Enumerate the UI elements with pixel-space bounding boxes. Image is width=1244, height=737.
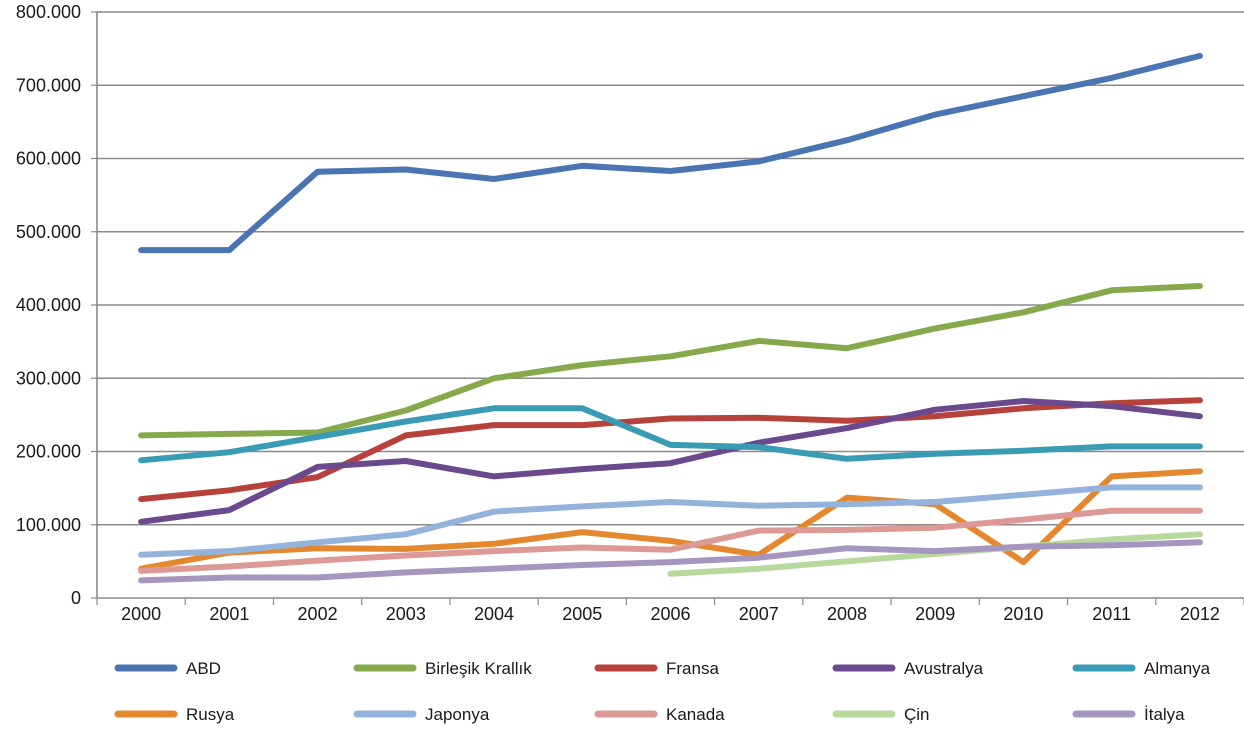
series-line-avustralya — [138, 398, 1203, 525]
legend-item: Almanya — [1072, 659, 1211, 678]
y-tick-label: 200.000 — [16, 442, 81, 462]
legend-label: Fransa — [666, 659, 719, 678]
series-line-abd — [138, 52, 1203, 254]
series-line-kanada — [138, 507, 1203, 574]
y-axis-tick-labels: 0 100.000 200.000 300.000 400.000 500.000 600.… — [16, 2, 81, 608]
series-line-rusya — [138, 468, 1203, 572]
x-tick-label: 2008 — [827, 604, 867, 624]
x-tick-label: 2010 — [1003, 604, 1043, 624]
x-tick-label: 2009 — [915, 604, 955, 624]
legend-label: Kanada — [666, 705, 725, 724]
x-tick-label: 2001 — [209, 604, 249, 624]
series-line-japonya — [138, 484, 1203, 558]
legend-item: Fransa — [594, 659, 719, 678]
x-tick-label: 2006 — [650, 604, 690, 624]
legend-item: Kanada — [594, 705, 725, 724]
series-line-fransa — [138, 397, 1203, 503]
legend-item: Avustralya — [832, 659, 984, 678]
legend-item: İtalya — [1072, 705, 1185, 724]
y-tick-label: 500.000 — [16, 222, 81, 242]
legend-label: Avustralya — [904, 659, 984, 678]
x-tick-label: 2005 — [562, 604, 602, 624]
legend-item: Japonya — [353, 705, 490, 724]
axes — [91, 11, 1244, 605]
y-tick-label: 0 — [71, 588, 81, 608]
legend-item: Rusya — [114, 705, 235, 724]
y-tick-label: 100.000 — [16, 515, 81, 535]
legend-label: İtalya — [1144, 705, 1185, 724]
legend: ABD Birleşik Krallık Fransa Avustralya Alman… — [114, 659, 1211, 724]
x-tick-label: 2011 — [1092, 604, 1131, 624]
x-tick-label: 2007 — [739, 604, 779, 624]
x-tick-label: 2012 — [1180, 604, 1220, 624]
y-tick-label: 600.000 — [16, 149, 81, 169]
x-axis-tick-labels: 2000 2001 2002 2003 2004 2005 2006 2007 2008 2009… — [121, 604, 1220, 624]
legend-item: ABD — [114, 659, 221, 678]
legend-item: Birleşik Krallık — [353, 659, 532, 678]
x-tick-label: 2000 — [121, 604, 161, 624]
x-tick-label: 2004 — [474, 604, 514, 624]
y-tick-label: 800.000 — [16, 2, 81, 22]
legend-item: Çin — [832, 705, 930, 724]
y-tick-label: 300.000 — [16, 368, 81, 388]
legend-label: Rusya — [186, 705, 235, 724]
y-tick-label: 400.000 — [16, 295, 81, 315]
y-tick-label: 700.000 — [16, 75, 81, 95]
legend-label: Japonya — [425, 705, 490, 724]
legend-label: Birleşik Krallık — [425, 659, 532, 678]
x-tick-label: 2003 — [386, 604, 426, 624]
series-line-birle-ik-krall-k — [138, 283, 1203, 439]
series-line-i-talya — [138, 539, 1203, 584]
legend-label: ABD — [186, 659, 221, 678]
series-line-almanya — [138, 405, 1203, 464]
x-tick-label: 2002 — [298, 604, 338, 624]
series-lines — [138, 52, 1203, 584]
gridlines — [97, 11, 1244, 526]
legend-label: Çin — [904, 705, 930, 724]
legend-label: Almanya — [1144, 659, 1211, 678]
